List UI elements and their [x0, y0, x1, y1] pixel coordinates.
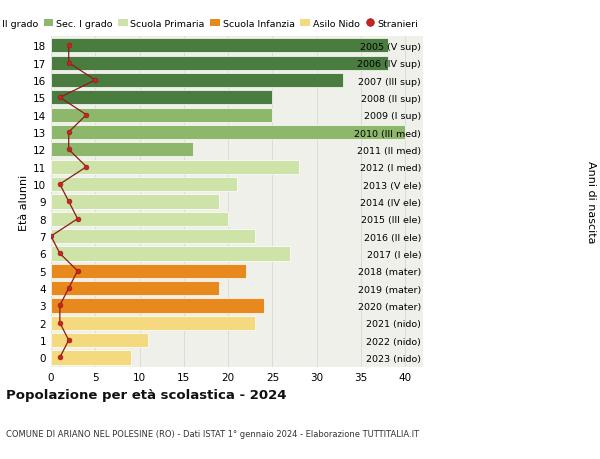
Bar: [51, 316, 255, 330]
Bar: [51, 230, 255, 244]
Text: COMUNE DI ARIANO NEL POLESINE (RO) - Dati ISTAT 1° gennaio 2024 - Elaborazione T: COMUNE DI ARIANO NEL POLESINE (RO) - Dat…: [6, 429, 419, 438]
Bar: [51, 108, 272, 123]
Bar: [51, 160, 299, 174]
Bar: [51, 195, 219, 209]
Bar: [51, 143, 193, 157]
Text: Anni di nascita: Anni di nascita: [586, 161, 596, 243]
Bar: [51, 247, 290, 261]
Bar: [51, 74, 343, 88]
Bar: [51, 56, 388, 71]
Bar: [51, 178, 237, 192]
Legend: Sec. II grado, Sec. I grado, Scuola Primaria, Scuola Infanzia, Asilo Nido, Stran: Sec. II grado, Sec. I grado, Scuola Prim…: [0, 20, 418, 29]
Bar: [51, 351, 131, 365]
Bar: [51, 281, 219, 296]
Bar: [51, 39, 388, 53]
Y-axis label: Età alunni: Età alunni: [19, 174, 29, 230]
Bar: [51, 91, 272, 105]
Bar: [51, 212, 228, 226]
Bar: [51, 299, 263, 313]
Text: Popolazione per età scolastica - 2024: Popolazione per età scolastica - 2024: [6, 388, 287, 401]
Bar: [51, 333, 148, 347]
Bar: [51, 126, 405, 140]
Bar: [51, 264, 246, 278]
